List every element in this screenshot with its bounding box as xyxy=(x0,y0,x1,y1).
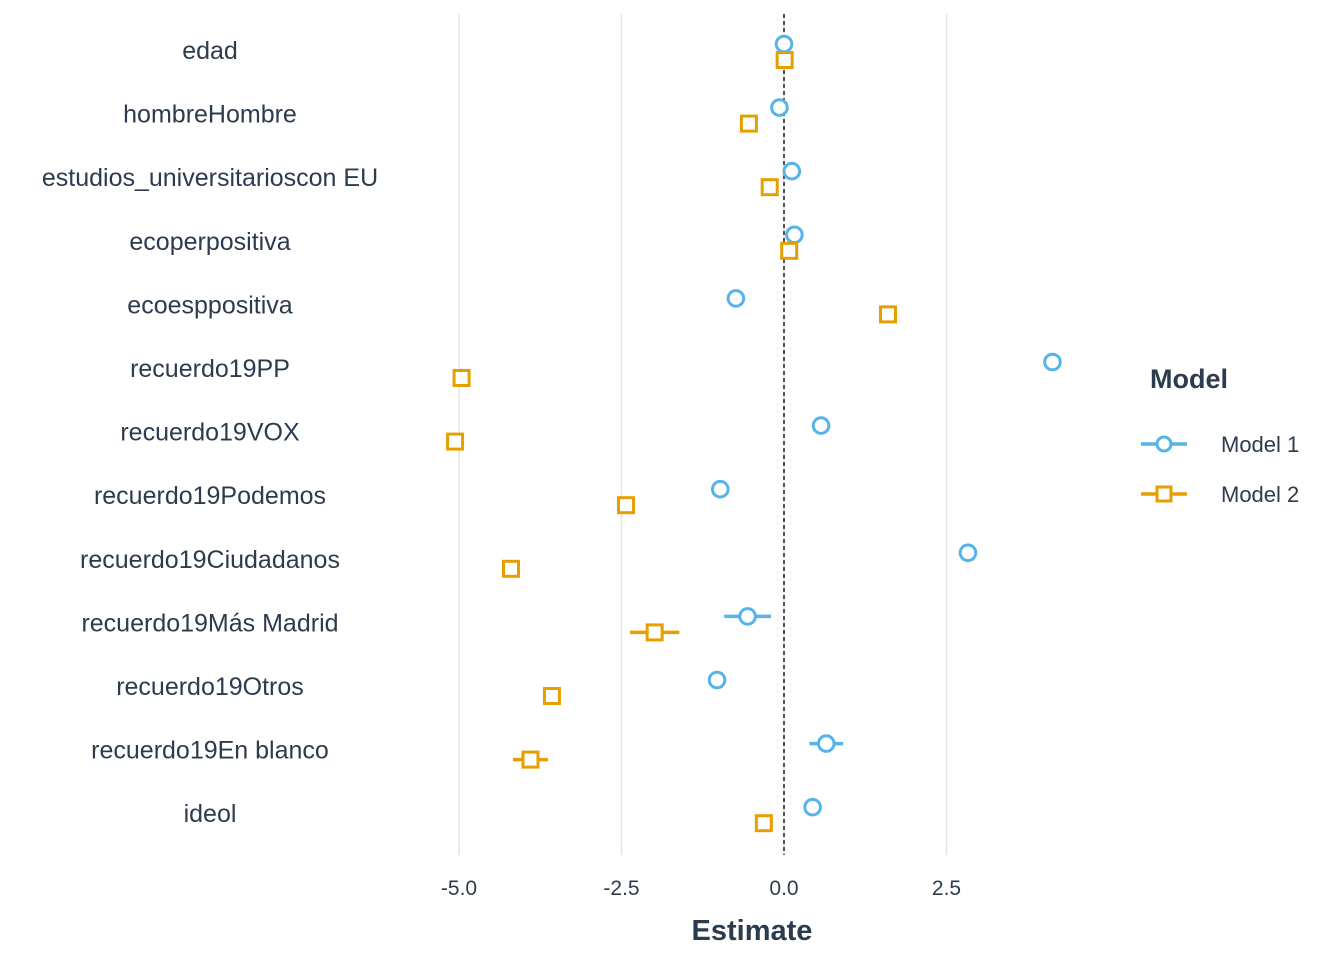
estimate-point xyxy=(619,498,634,513)
estimate-point xyxy=(454,371,469,386)
legend-label: Model 1 xyxy=(1221,432,1299,457)
term-label: recuerdo19En blanco xyxy=(91,737,329,765)
estimate-point xyxy=(762,180,777,195)
estimate-point xyxy=(523,752,538,767)
x-tick-label: 2.5 xyxy=(932,877,961,900)
estimate-point xyxy=(805,799,821,815)
x-tick-label: 0.0 xyxy=(769,877,798,900)
estimate-point xyxy=(818,736,834,752)
x-axis-title: Estimate xyxy=(692,915,813,947)
estimate-point xyxy=(728,291,744,307)
term-label: recuerdo19Podemos xyxy=(94,482,326,510)
term-label: edad xyxy=(182,37,238,65)
legend-key-marker xyxy=(1157,437,1171,451)
legend-label: Model 2 xyxy=(1221,482,1299,507)
gridlines xyxy=(459,14,947,855)
term-label: hombreHombre xyxy=(123,101,297,129)
series-2 xyxy=(448,53,896,831)
estimate-point xyxy=(782,243,797,258)
series-1 xyxy=(709,36,1060,815)
estimate-point xyxy=(504,561,519,576)
term-label: ecoperpositiva xyxy=(129,228,290,256)
estimate-point xyxy=(787,227,803,243)
estimate-point xyxy=(776,36,792,52)
term-label: recuerdo19VOX xyxy=(120,419,300,447)
estimate-point xyxy=(1045,354,1061,370)
estimate-point xyxy=(960,545,976,561)
x-tick-label: -2.5 xyxy=(603,877,639,900)
estimate-point xyxy=(813,418,829,434)
estimate-point xyxy=(772,100,788,116)
legend-item: Model 1 xyxy=(1141,432,1299,457)
term-labels: edad hombreHombre estudios_universitariosc… xyxy=(42,37,378,828)
term-label: ideol xyxy=(184,800,237,828)
legend-items: Model 1 Model 2 xyxy=(1141,432,1299,507)
estimate-point xyxy=(448,434,463,449)
series-layer xyxy=(448,36,1061,831)
estimate-point xyxy=(544,689,559,704)
estimate-point xyxy=(709,672,725,688)
term-label: recuerdo19Ciudadanos xyxy=(80,546,340,574)
estimate-point xyxy=(647,625,662,640)
term-label: ecoesppositiva xyxy=(127,291,292,319)
estimate-point xyxy=(777,53,792,68)
term-label: estudios_universitarioscon EU xyxy=(42,164,378,192)
estimate-point xyxy=(784,163,800,179)
term-label: recuerdo19Otros xyxy=(116,673,304,701)
term-label: recuerdo19Más Madrid xyxy=(81,609,338,637)
legend-title: Model xyxy=(1150,364,1228,394)
estimate-point xyxy=(713,481,729,497)
x-axis-ticks: -5.0 -2.5 0.0 2.5 xyxy=(441,877,961,900)
legend: Model Model 1 Model 2 xyxy=(1141,364,1299,507)
estimate-point xyxy=(756,816,771,831)
legend-item: Model 2 xyxy=(1141,482,1299,507)
estimate-point xyxy=(741,116,756,131)
estimate-point xyxy=(881,307,896,322)
term-label: recuerdo19PP xyxy=(130,355,290,383)
x-tick-label: -5.0 xyxy=(441,877,477,900)
legend-key-marker xyxy=(1157,487,1171,501)
estimate-point xyxy=(740,609,756,625)
